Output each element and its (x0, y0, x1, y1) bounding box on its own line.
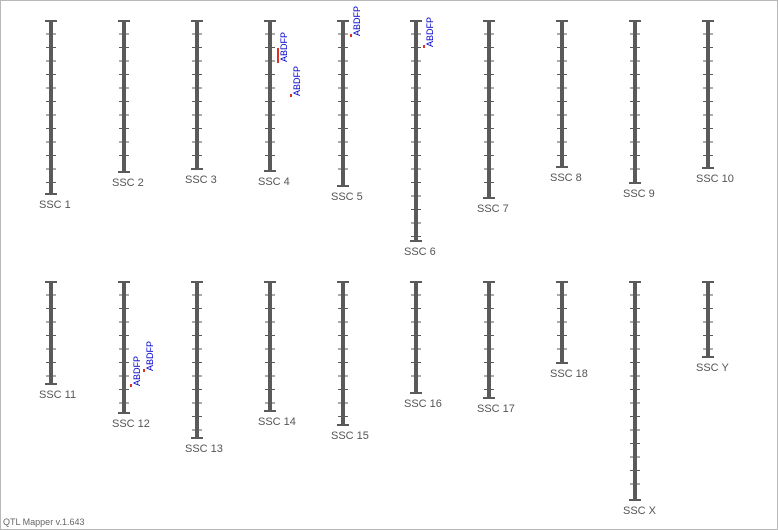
chromosome-bar (268, 282, 272, 411)
chromosome-label: SSC X (623, 505, 657, 517)
chromosome-bar (341, 282, 345, 425)
chromosome-label: SSC 4 (258, 176, 290, 188)
chromosome-label: SSC 18 (550, 368, 588, 380)
chromosome-label: SSC 3 (185, 174, 217, 186)
chromosome-label: SSC 15 (331, 430, 369, 442)
qtl-marker (423, 45, 425, 48)
qtl-label: ABDFP (292, 66, 302, 96)
chromosome-bar (414, 21, 418, 241)
qtl-marker (350, 34, 352, 37)
qtl-marker (277, 48, 279, 63)
chromosome-label: SSC 10 (696, 173, 734, 185)
chromosome-bar (706, 282, 710, 357)
chromosome-label: SSC 5 (331, 191, 363, 203)
qtl-marker (290, 94, 292, 97)
qtl-label: ABDFP (132, 356, 142, 386)
qtl-label: ABDFP (145, 341, 155, 371)
chromosome-bar (487, 282, 491, 398)
chromosome-label: SSC 12 (112, 418, 150, 430)
qtl-marker (130, 384, 132, 387)
chromosome-label: SSC 9 (623, 188, 655, 200)
chromosome-bar (195, 282, 199, 438)
chromosome-bar (706, 21, 710, 168)
qtl-marker (143, 369, 145, 372)
qtl-label: ABDFP (352, 6, 362, 36)
chromosome-label: SSC 14 (258, 416, 296, 428)
chromosome-bar (49, 282, 53, 384)
chromosome-bar (268, 21, 272, 171)
qtl-label: ABDFP (279, 32, 289, 62)
chromosome-label: SSC 1 (39, 199, 71, 211)
chromosome-label: SSC 16 (404, 398, 442, 410)
chromosome-label: SSC 7 (477, 203, 509, 215)
chromosome-bar (341, 21, 345, 186)
chromosome-bar (122, 282, 126, 413)
chromosome-bar (49, 21, 53, 194)
chromosome-label: SSC 2 (112, 177, 144, 189)
chromosome-label: SSC 17 (477, 403, 515, 415)
chromosome-bar (633, 282, 637, 500)
chromosome-bar (195, 21, 199, 169)
chromosome-label: SSC Y (696, 362, 729, 374)
chromosome-label: SSC 13 (185, 443, 223, 455)
chromosome-label: SSC 8 (550, 172, 582, 184)
chromosome-label: SSC 6 (404, 246, 436, 258)
version-label: QTL Mapper v.1.643 (3, 517, 85, 527)
chromosome-label: SSC 11 (39, 389, 76, 401)
qtl-label: ABDFP (425, 17, 435, 47)
chromosome-bar (487, 21, 491, 198)
chromosome-bar (560, 21, 564, 167)
chromosome-bar (122, 21, 126, 172)
chromosome-bar (414, 282, 418, 393)
